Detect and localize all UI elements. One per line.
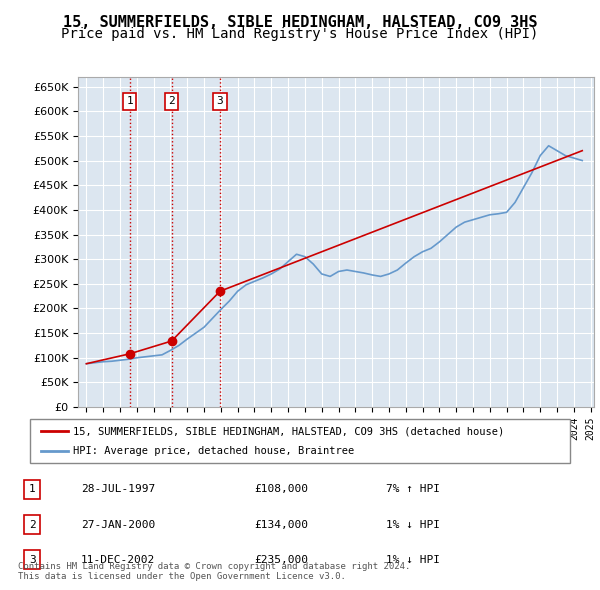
Text: 1% ↓ HPI: 1% ↓ HPI xyxy=(386,555,440,565)
Text: 2: 2 xyxy=(29,520,35,529)
Text: Contains HM Land Registry data © Crown copyright and database right 2024.
This d: Contains HM Land Registry data © Crown c… xyxy=(18,562,410,581)
FancyBboxPatch shape xyxy=(30,419,570,463)
Text: 15, SUMMERFIELDS, SIBLE HEDINGHAM, HALSTEAD, CO9 3HS: 15, SUMMERFIELDS, SIBLE HEDINGHAM, HALST… xyxy=(63,15,537,30)
Text: 1% ↓ HPI: 1% ↓ HPI xyxy=(386,520,440,529)
Text: £108,000: £108,000 xyxy=(254,484,308,494)
Text: 15, SUMMERFIELDS, SIBLE HEDINGHAM, HALSTEAD, CO9 3HS (detached house): 15, SUMMERFIELDS, SIBLE HEDINGHAM, HALST… xyxy=(73,427,505,436)
Text: £235,000: £235,000 xyxy=(254,555,308,565)
Text: 1: 1 xyxy=(29,484,35,494)
Text: £134,000: £134,000 xyxy=(254,520,308,529)
Text: 1: 1 xyxy=(126,96,133,106)
Text: 3: 3 xyxy=(29,555,35,565)
Text: 28-JUL-1997: 28-JUL-1997 xyxy=(81,484,155,494)
Text: Price paid vs. HM Land Registry's House Price Index (HPI): Price paid vs. HM Land Registry's House … xyxy=(61,27,539,41)
Text: 2: 2 xyxy=(168,96,175,106)
Text: 3: 3 xyxy=(217,96,223,106)
Text: 27-JAN-2000: 27-JAN-2000 xyxy=(81,520,155,529)
Text: HPI: Average price, detached house, Braintree: HPI: Average price, detached house, Brai… xyxy=(73,446,355,455)
Text: 11-DEC-2002: 11-DEC-2002 xyxy=(81,555,155,565)
Text: 7% ↑ HPI: 7% ↑ HPI xyxy=(386,484,440,494)
